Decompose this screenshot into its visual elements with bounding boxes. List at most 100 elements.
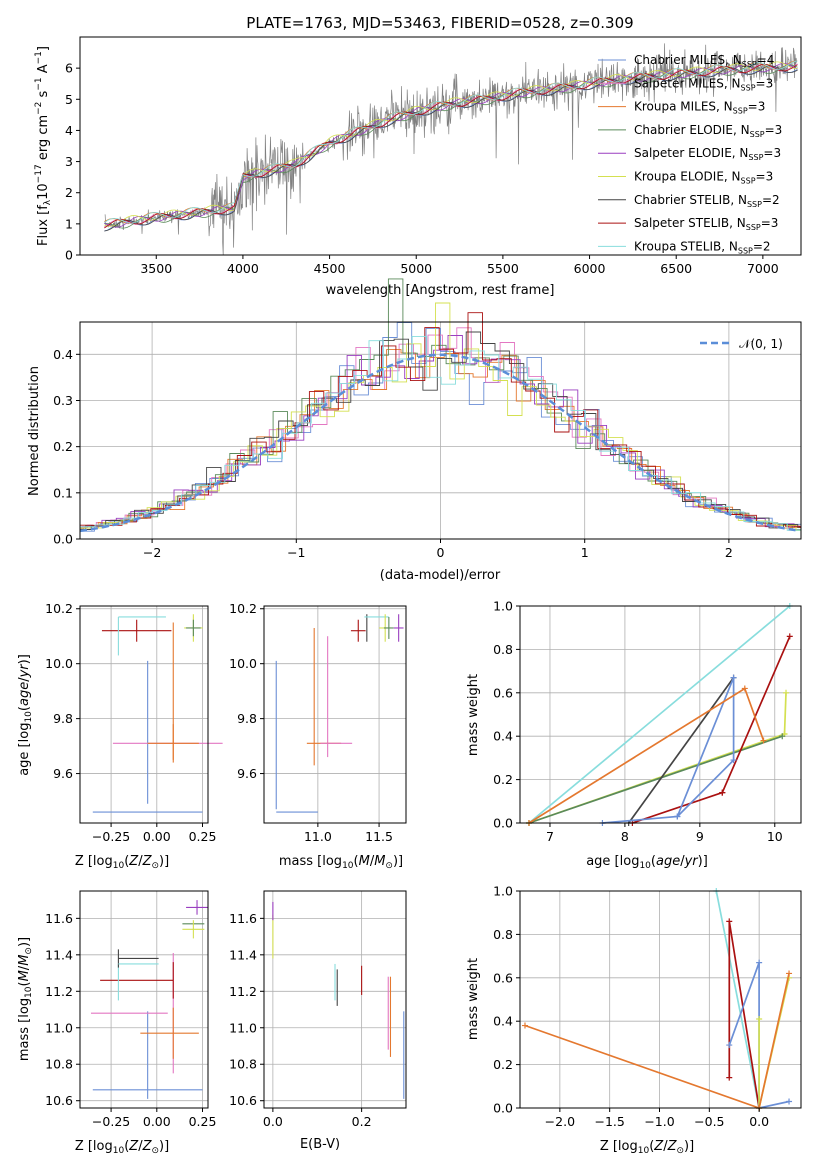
legend-entry: Salpeter ELODIE, NSSP=3 — [634, 146, 781, 162]
age-weight-xtick-label: 10 — [767, 829, 783, 844]
ebv-mass-ytick-label: 11.6 — [229, 911, 257, 926]
mass-age-xtick-label: 11.5 — [365, 829, 393, 844]
residual-xlabel: (data-model)/error — [380, 568, 501, 583]
z-weight-ylabel: mass weight — [466, 958, 481, 1040]
z-mass-frame — [79, 890, 209, 1109]
spectrum-ytick-label: 4 — [65, 123, 73, 138]
ebv-mass-ytick-label: 11.0 — [229, 1020, 257, 1035]
age-weight-series-chabrier-miles — [602, 677, 735, 824]
z-weight-series-kroupa-miles — [524, 973, 790, 1110]
mass-age-xtick-label: 11.0 — [304, 829, 332, 844]
legend-entry: Kroupa MILES, NSSP=3 — [634, 100, 765, 116]
age-weight-marker — [783, 689, 790, 696]
age-weight-series-chabrier-stelib — [628, 677, 735, 824]
residual-xtick-label: 0 — [437, 545, 445, 560]
spectrum-xlabel: wavelength [Angstrom, rest frame] — [326, 283, 555, 298]
residual-panel: −2 −1 0 1 2 0.0 0.1 0.2 0.3 0.4 𝒩(0, 1) (data-mod… — [27, 278, 802, 583]
mass-age-frame — [263, 605, 407, 824]
z-mass-ytick-label: 11.0 — [45, 1020, 73, 1035]
z-weight-xtick-label: −0.5 — [694, 1114, 724, 1129]
age-weight-frame — [519, 605, 802, 824]
z-age-ytick-label: 10.0 — [45, 656, 73, 671]
z-age-xlabel: Z [log10(Z/Z⊙)] — [75, 854, 169, 871]
ebv-mass-frame — [263, 890, 407, 1109]
z-weight-frame — [519, 890, 802, 1109]
ebv-mass-xlabel: E(B-V) — [300, 1137, 340, 1152]
z-age-xtick-label: 0.00 — [143, 829, 171, 844]
z-mass-xtick-label: 0.25 — [189, 1114, 217, 1129]
spectrum-xtick-label: 5500 — [487, 261, 519, 276]
spectrum-ytick-label: 6 — [65, 61, 73, 76]
age-weight-ytick-label: 0.0 — [493, 816, 513, 831]
residual-hist-salpeter-elodie — [79, 335, 801, 539]
legend-entry: Chabrier MILES, NSSP=4 — [634, 53, 774, 69]
residual-xtick-label: −1 — [287, 545, 305, 560]
z-weight-ytick-label: 1.0 — [493, 884, 513, 899]
z-weight-marker — [756, 1016, 763, 1023]
legend-entry: Salpeter MILES, NSSP=3 — [634, 76, 773, 92]
age-weight-series-kroupa-elodie — [528, 692, 787, 824]
age-weight-marker — [730, 674, 737, 681]
spectrum-ytick-label: 5 — [65, 92, 73, 107]
z-weight-series-kroupa-stelib — [715, 890, 760, 1109]
age-weight-marker — [730, 757, 737, 764]
z-age-panel: −0.25 0.00 0.25 9.6 9.8 10.0 10.2 — [45, 601, 223, 844]
spectrum-xtick-label: 6000 — [574, 261, 606, 276]
residual-hist-kroupa-elodie — [79, 302, 801, 539]
z-age-ytick-label: 9.8 — [53, 711, 73, 726]
mass-age-ytick-label: 10.2 — [229, 601, 257, 616]
z-weight-marker — [786, 1098, 793, 1105]
ebv-mass-ytick-label: 10.6 — [229, 1093, 257, 1108]
residual-xtick-label: 2 — [725, 545, 733, 560]
z-weight-xtick-label: −1.0 — [644, 1114, 674, 1129]
residual-ytick-label: 0.1 — [53, 485, 73, 500]
z-mass-ylabel: mass [log10(M/M⊙)] — [17, 937, 34, 1061]
figure-title: PLATE=1763, MJD=53463, FIBERID=0528, z=0… — [246, 14, 633, 32]
z-weight-ytick-label: 0.4 — [493, 1014, 513, 1029]
age-weight-ytick-label: 0.8 — [493, 642, 513, 657]
age-weight-marker — [719, 789, 726, 796]
age-weight-marker — [741, 685, 748, 692]
spectrum-ytick-label: 3 — [65, 154, 73, 169]
mass-age-xlabel: mass [log10(M/M⊙)] — [279, 854, 403, 871]
legend-entry: Chabrier ELODIE, NSSP=3 — [634, 123, 782, 139]
legend-entry: Kroupa ELODIE, NSSP=3 — [634, 170, 773, 186]
residual-legend: 𝒩(0, 1) — [700, 337, 783, 351]
z-mass-ytick-label: 11.6 — [45, 911, 73, 926]
z-mass-ytick-label: 10.8 — [45, 1057, 73, 1072]
age-weight-xtick-label: 7 — [546, 829, 554, 844]
z-weight-ytick-label: 0.8 — [493, 927, 513, 942]
residual-xtick-label: −2 — [143, 545, 161, 560]
z-mass-ytick-label: 11.2 — [45, 984, 73, 999]
z-mass-ytick-label: 10.6 — [45, 1093, 73, 1108]
age-weight-xtick-label: 9 — [696, 829, 704, 844]
z-weight-marker — [726, 1074, 733, 1081]
z-weight-ytick-label: 0.0 — [493, 1101, 513, 1116]
z-mass-panel: −0.25 0.00 0.25 10.6 10.8 11.0 11.2 11.4 11.6 — [45, 890, 217, 1129]
observed-spectrum — [104, 43, 798, 255]
ebv-mass-xtick-label: 0.0 — [263, 1114, 283, 1129]
residual-ylabel: Normed distribution — [27, 366, 42, 496]
spectrum-ytick-label: 2 — [65, 185, 73, 200]
ebv-mass-panel: 0.0 0.2 10.6 10.8 11.0 11.2 11.4 11.6 — [229, 890, 407, 1129]
age-weight-ytick-label: 0.2 — [493, 772, 513, 787]
z-age-xtick-label: −0.25 — [92, 829, 130, 844]
ebv-mass-ytick-label: 11.2 — [229, 984, 257, 999]
z-age-xtick-label: 0.25 — [189, 829, 217, 844]
age-weight-xtick-label: 8 — [621, 829, 629, 844]
z-age-ytick-label: 10.2 — [45, 601, 73, 616]
spectrum-panel: 3500 4000 4500 5000 5500 6000 6500 70000123456 … — [34, 36, 802, 298]
z-weight-xtick-label: −2.0 — [545, 1114, 575, 1129]
age-weight-marker — [674, 813, 681, 820]
model-salpeter-stelib — [104, 64, 798, 229]
age-weight-panel: 7 8 9 10 0.0 0.2 0.4 0.6 0.8 1.0 — [493, 599, 802, 844]
legend-entry: Salpeter STELIB, NSSP=3 — [634, 216, 778, 232]
mass-age-ytick-label: 10.0 — [229, 656, 257, 671]
z-weight-ytick-label: 0.2 — [493, 1057, 513, 1072]
z-weight-marker — [756, 959, 763, 966]
z-weight-marker — [726, 1042, 733, 1049]
z-weight-marker — [521, 1022, 528, 1029]
z-weight-series-salpeter-stelib — [728, 921, 760, 1109]
spectrum-xtick-label: 7000 — [747, 261, 779, 276]
